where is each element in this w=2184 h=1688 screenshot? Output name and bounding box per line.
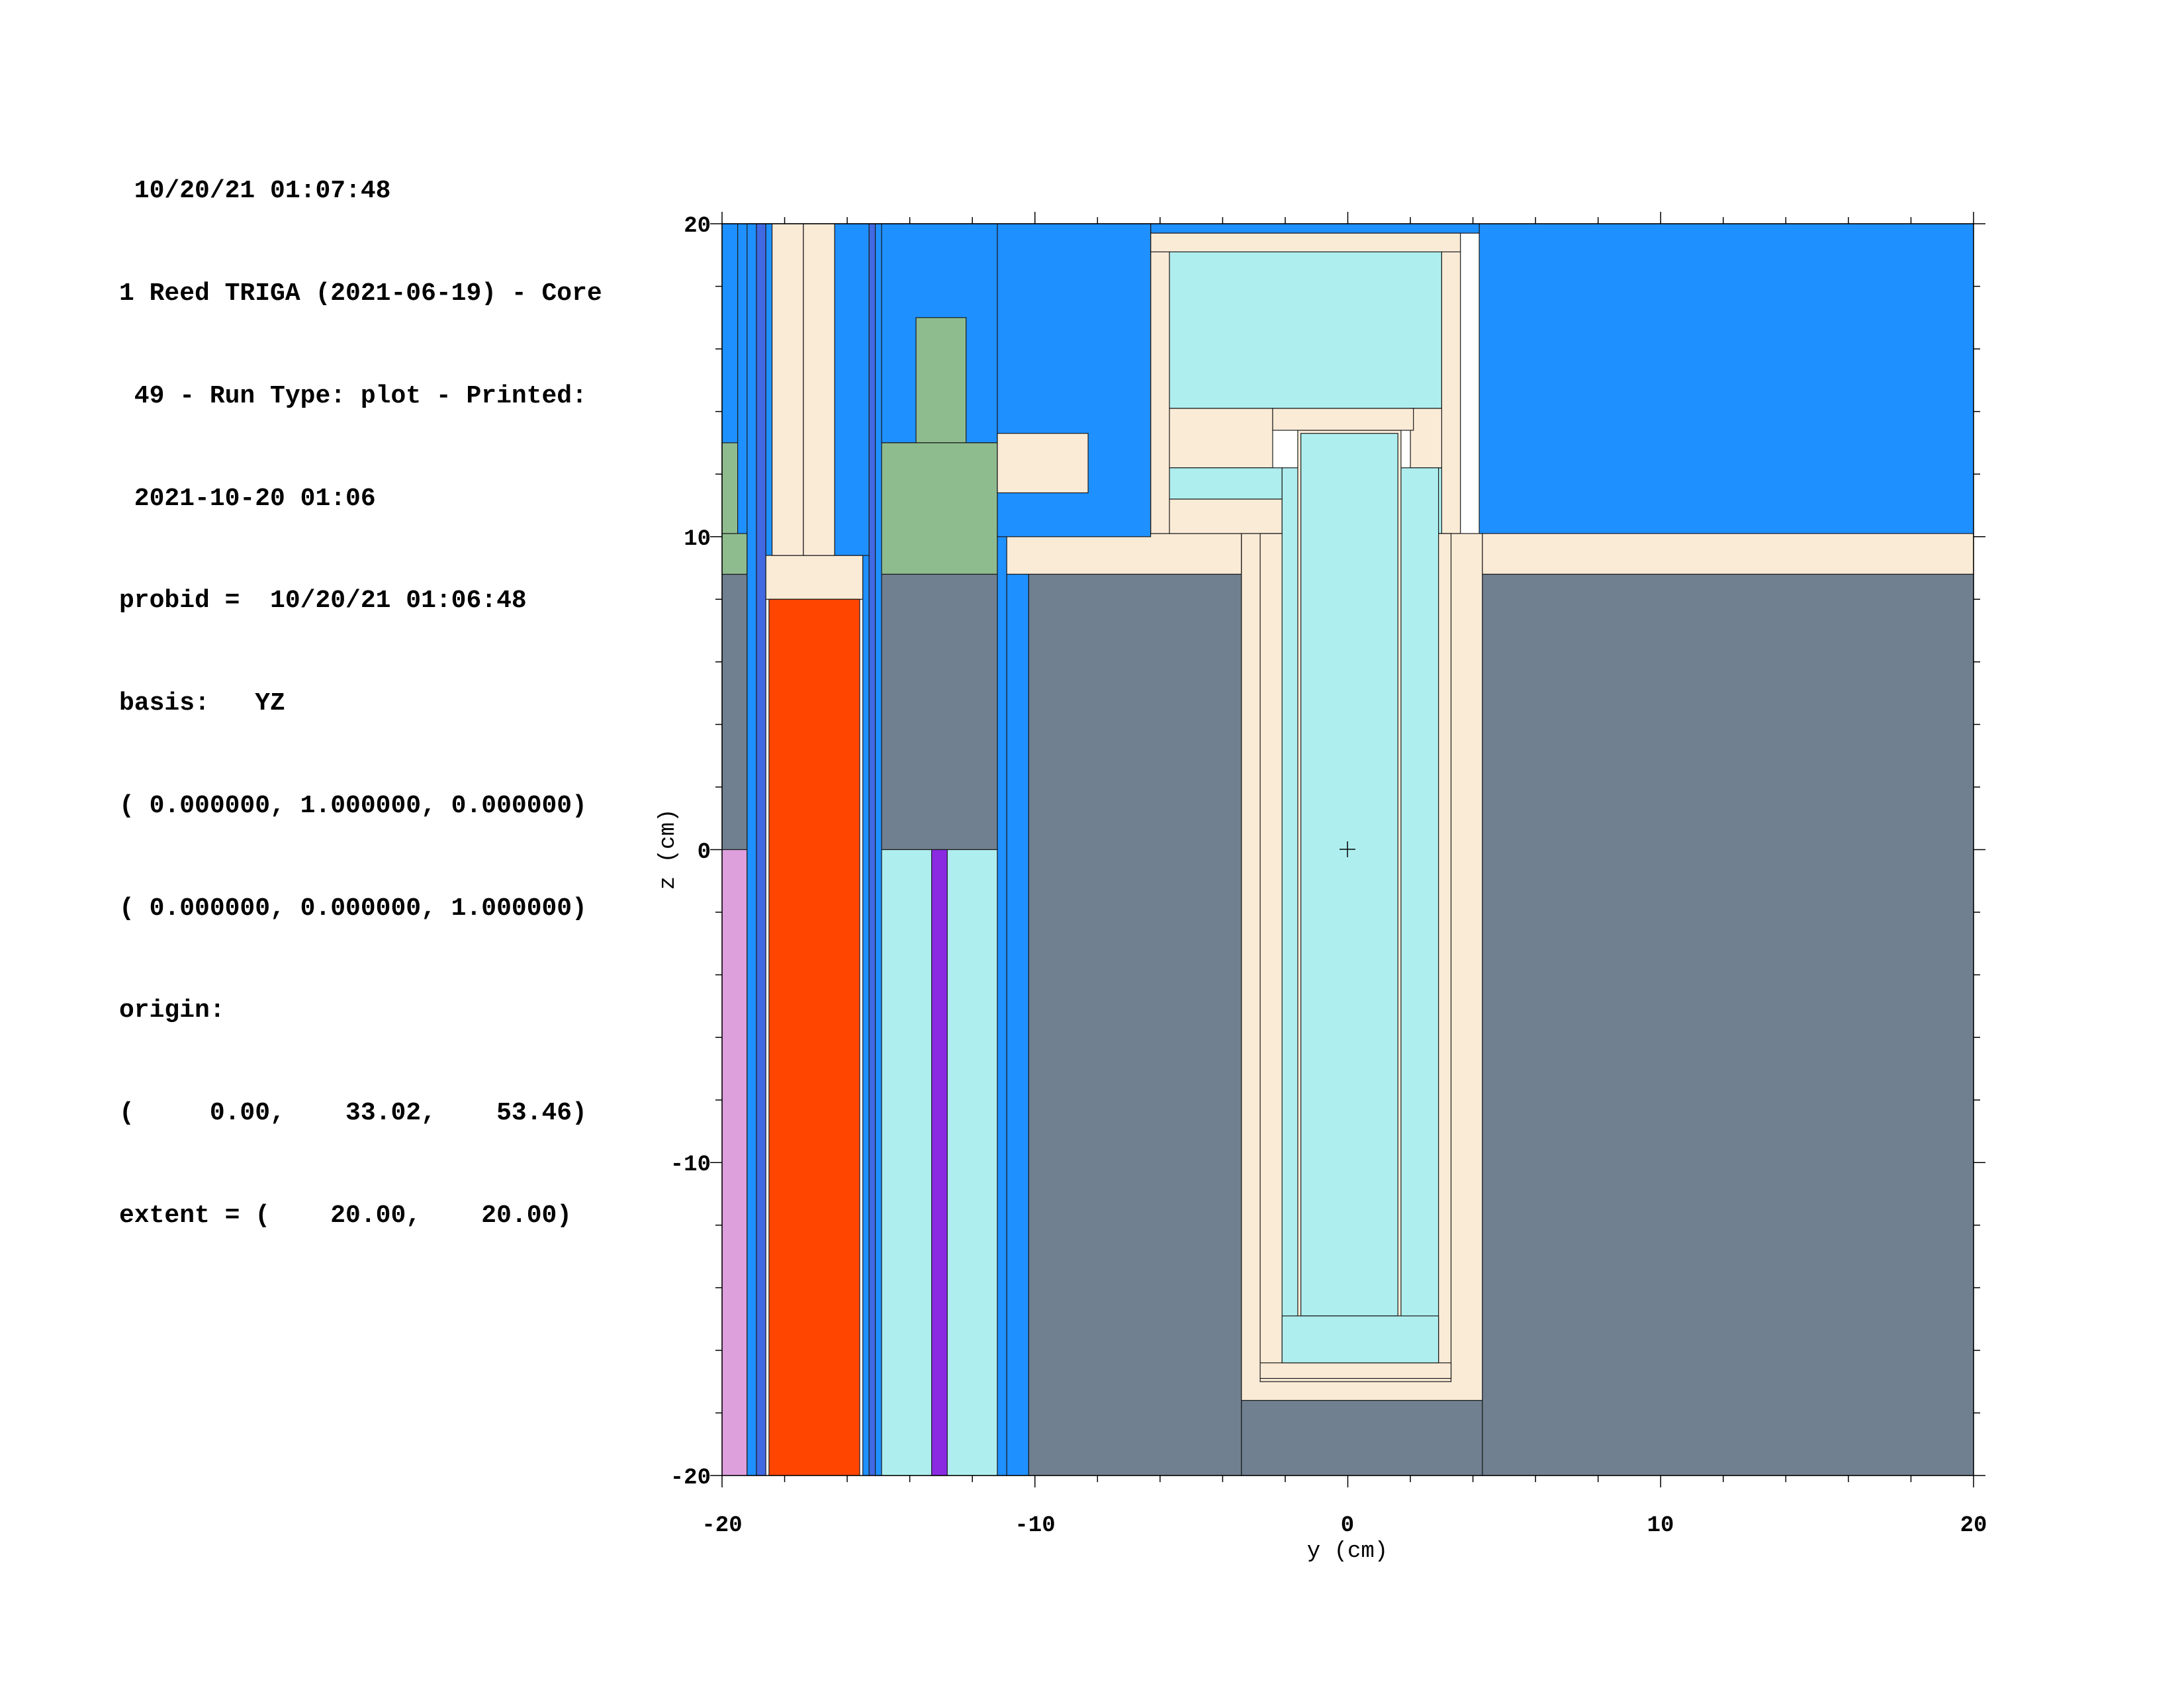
header-line-basis-vector-2: ( 0.000000, 0.000000, 1.000000) [119,894,587,923]
region-light-water [1300,433,1398,1317]
region-graphite [1482,573,1974,1476]
header-line-origin-values: ( 0.00, 33.02, 53.46) [119,1099,587,1128]
plot-info-header: 10/20/21 01:07:48 1 Reed TRIGA (2021-06-… [119,106,602,1267]
header-line-basis-vector-1: ( 0.000000, 1.000000, 0.000000) [119,791,587,820]
region-steel-blue [756,223,766,1476]
x-axis-title: y (cm) [1307,1539,1388,1564]
region-water [747,223,757,1476]
region-clad [1169,498,1283,534]
x-tick-label: -20 [702,1513,742,1538]
region-water [834,223,870,556]
axis-ticks [710,212,1985,1487]
region-clad [1150,251,1170,534]
header-line-basis: basis: YZ [119,689,285,718]
region-clad [765,555,864,600]
y-axis-title: z (cm) [656,809,681,890]
header-line-origin-label: origin: [119,996,225,1025]
region-clad [771,223,804,556]
region-green [915,317,967,444]
region-green [881,442,998,575]
region-water [1479,223,1974,538]
region-water [874,223,882,1476]
region-green [721,442,739,534]
region-graphite [881,573,998,851]
x-tick-label: 0 [1341,1513,1354,1538]
header-line-run-type: 49 - Run Type: plot - Printed: [119,381,587,410]
header-line-title: 1 Reed TRIGA (2021-06-19) - Core [119,279,602,308]
region-water [1006,573,1029,1476]
region-clad [1259,1362,1452,1380]
region-steel-blue [868,223,876,1476]
region-clad [1169,408,1273,469]
region-water [765,223,773,556]
region-clad [803,223,835,556]
region-clad [1410,408,1443,469]
region-clad [997,533,1242,575]
region-light-water [1169,467,1283,500]
header-line-probid: probid = 10/20/21 01:06:48 [119,586,527,616]
region-fuel [768,598,860,1476]
x-tick-label: 10 [1647,1513,1674,1538]
y-tick-label: 0 [698,840,711,865]
region-water [1150,223,1480,234]
region-clad [1150,232,1461,253]
region-graphite [1028,573,1242,1476]
origin-crosshair [1340,841,1355,857]
region-water [997,533,1007,1476]
region-clad [1482,533,1974,575]
header-line-printed-date: 2021-10-20 01:06 [119,484,376,513]
region-green [721,533,748,575]
header-line-timestamp: 10/20/21 01:07:48 [119,177,391,206]
y-tick-label: -20 [670,1466,711,1491]
region-plum [721,849,748,1476]
region-violet [931,849,948,1476]
region-clad [1272,408,1414,431]
region-light-water [1281,1315,1439,1364]
region-clad [997,433,1089,494]
region-graphite [721,573,748,851]
x-tick-label: -10 [1015,1513,1055,1538]
region-water [721,223,739,444]
region-graphite [1241,1399,1483,1476]
y-tick-label: -10 [670,1152,711,1178]
region-water [862,555,870,1476]
header-line-extent: extent = ( 20.00, 20.00) [119,1201,572,1230]
region-clad [1441,251,1461,534]
y-tick-label: 20 [684,214,711,239]
x-tick-label: 20 [1960,1513,1987,1538]
y-tick-label: 10 [684,527,711,552]
region-light-water [1169,251,1442,409]
